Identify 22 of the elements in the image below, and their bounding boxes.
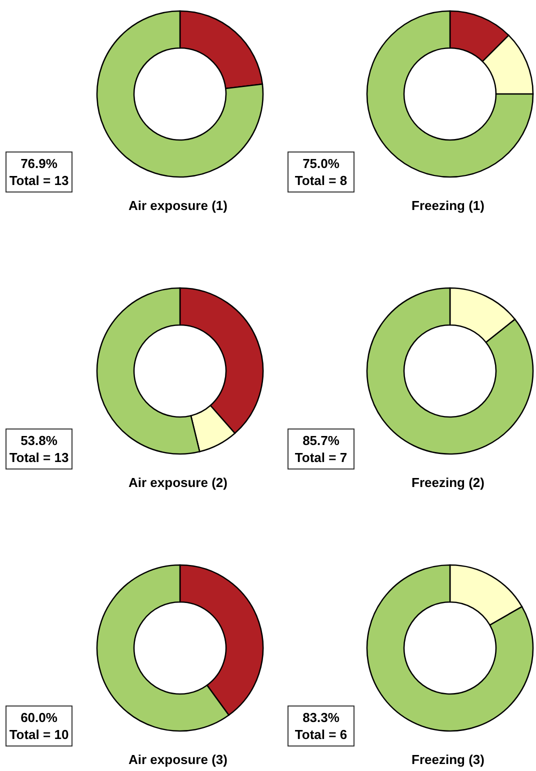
donut-slice — [366, 287, 534, 454]
text: Air exposure (2) — [128, 475, 228, 490]
text: Total = 10 — [9, 727, 69, 742]
text: Air exposure (1) — [128, 198, 228, 213]
text: Freezing (2) — [412, 475, 484, 490]
text: Total = 13 — [9, 450, 69, 465]
donut-slice — [366, 10, 534, 178]
text: Freezing (1) — [412, 198, 484, 213]
text: Total = 13 — [9, 173, 69, 188]
text: Freezing (3) — [412, 752, 484, 767]
text: Air exposure (3) — [128, 752, 228, 767]
text: Total = 6 — [294, 727, 348, 742]
text: Total = 7 — [294, 450, 348, 465]
text: 85.7% — [302, 433, 340, 448]
text: 60.0% — [20, 710, 58, 725]
text: 75.0% — [302, 156, 340, 171]
text: 76.9% — [20, 156, 58, 171]
text: 53.8% — [20, 433, 58, 448]
donut-slice — [96, 10, 264, 178]
text: Total = 8 — [294, 173, 348, 188]
text: 83.3% — [302, 710, 340, 725]
donut-slice — [366, 564, 534, 732]
